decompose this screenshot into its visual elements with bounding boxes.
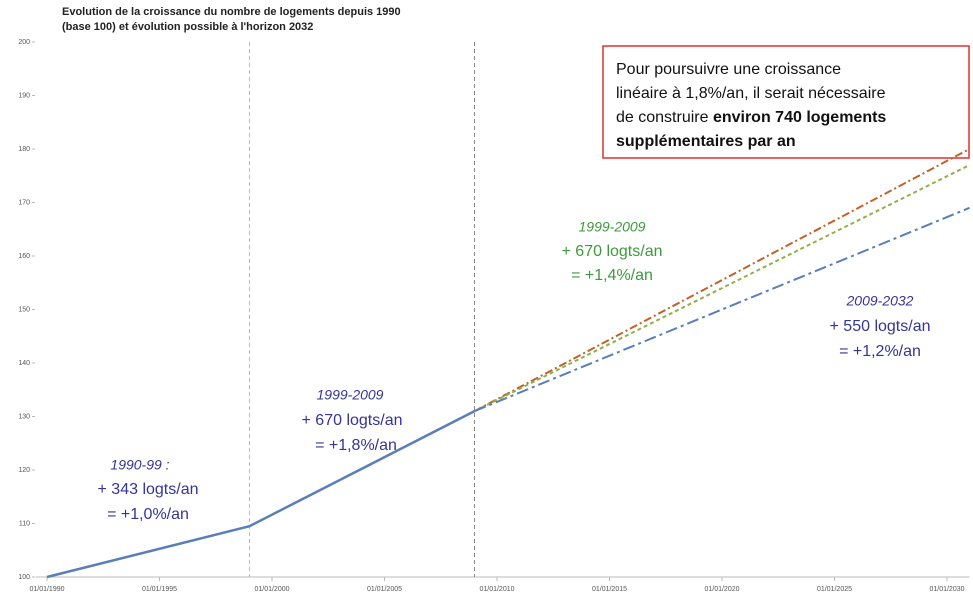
annotation-text: + 550 logts/an (830, 318, 931, 335)
annotation-text: = +1,4%/an (571, 267, 653, 284)
annotation-text: = +1,2%/an (839, 343, 921, 360)
y-tick-label: 110 (19, 520, 30, 527)
annotation-text: + 343 logts/an (98, 481, 199, 498)
x-tick-label: 01/01/2005 (367, 586, 402, 593)
x-tick-label: 01/01/2025 (817, 586, 852, 593)
annotation: 1999-2009 + 670 logts/an = +1,4%/an (562, 219, 663, 285)
annotation-text: 1999-2009 (317, 387, 384, 403)
y-tick-label: 120 (18, 467, 30, 474)
note-text-bold: supplémentaires par an (616, 133, 796, 150)
y-tick-label: 170 (18, 199, 30, 206)
series-line (46, 410, 476, 579)
y-tick-label: 140 (18, 360, 30, 367)
annotation-text: 1990-99 : (110, 457, 169, 473)
series-line (474, 164, 970, 413)
x-tick-label: 01/01/1995 (142, 586, 177, 593)
annotation-text: 2009-2032 (846, 293, 914, 309)
note-text: Pour poursuivre une croissance (616, 61, 841, 78)
x-tick-label: 01/01/2000 (254, 586, 289, 593)
annotation: 1990-99 : + 343 logts/an = +1,0%/an (98, 457, 199, 524)
note-box: Pour poursuivre une croissance linéaire … (602, 45, 970, 159)
annotation-text: = +1,0%/an (107, 506, 189, 523)
x-tick-label: 01/01/2020 (704, 586, 739, 593)
series-line (474, 148, 970, 413)
note-text: de construire (616, 109, 713, 126)
chart-title: Evolution de la croissance du nombre de … (62, 6, 401, 18)
y-tick-label: 190 (18, 92, 30, 99)
annotation-text: + 670 logts/an (302, 412, 403, 429)
annotation: 1999-2009 + 670 logts/an = +1,8%/an (302, 387, 403, 455)
x-tick-label: 01/01/2015 (592, 586, 627, 593)
x-tick-label: 01/01/2010 (479, 586, 514, 593)
y-tick-label: 200 (18, 39, 30, 46)
chart-title: (base 100) et évolution possible à l'hor… (62, 21, 313, 33)
note-text-bold: environ 740 logements (713, 109, 886, 126)
y-tick-label: 160 (18, 253, 30, 260)
x-tick-label: 01/01/2030 (929, 586, 964, 593)
note-text: de construire environ 740 logements (616, 109, 886, 126)
annotation: 2009-2032 + 550 logts/an = +1,2%/an (830, 293, 931, 361)
x-tick-label: 01/01/1990 (29, 586, 64, 593)
note-box-border (602, 45, 970, 159)
annotation-text: = +1,8%/an (315, 437, 397, 454)
annotation-text: 1999-2009 (579, 219, 646, 235)
series-line (474, 206, 970, 413)
note-text: linéaire à 1,8%/an, il serait nécessaire (616, 85, 886, 102)
y-tick-label: 150 (18, 306, 30, 313)
annotation-text: + 670 logts/an (562, 243, 663, 260)
y-tick-label: 100 (18, 574, 30, 581)
y-tick-label: 130 (18, 413, 30, 420)
y-tick-label: 180 (18, 146, 30, 153)
